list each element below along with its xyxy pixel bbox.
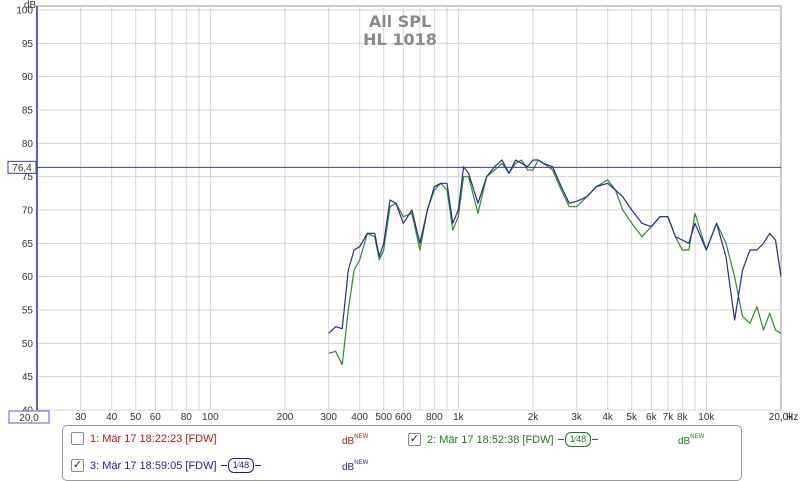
x-axis-unit-label: Hz (786, 412, 798, 423)
x-tick-label: 800 (426, 412, 443, 423)
legend-unit-3-sup: NEW (354, 460, 369, 466)
legend-checkbox-3[interactable]: ✓ (71, 459, 84, 472)
reference-value-label: 76,4 (12, 163, 32, 174)
vertical-gridlines (80, 6, 707, 410)
y-tick-label: 65 (22, 239, 34, 250)
x-tick-label: 600 (395, 412, 412, 423)
legend-checkbox-2[interactable]: ✓ (408, 433, 421, 446)
x-tick-label: 30 (75, 412, 87, 423)
plot-background (36, 5, 782, 411)
x-start-value: 20,0 (19, 413, 39, 424)
series-lines[interactable] (328, 159, 782, 366)
x-tick-label: 50 (130, 412, 142, 423)
x-start-box[interactable] (8, 410, 50, 424)
y-tick-label: 80 (22, 139, 34, 150)
reference-level-line[interactable]: 76,4 (7, 160, 781, 174)
legend-unit-3-text: dB (342, 462, 355, 473)
y-axis-tick-labels: 404550556065707580859095100 (16, 6, 33, 417)
y-tick-label: 75 (22, 172, 34, 183)
legend-entry-1[interactable]: 1: Mär 17 18:22:23 [FDW] (71, 432, 217, 445)
measurement-legend: 1: Mär 17 18:22:23 [FDW] dBNEW ✓ 2: Mär … (62, 425, 742, 481)
legend-unit-3[interactable]: dBNEW (342, 460, 368, 473)
smoothing-badge-3[interactable]: 1⁄48 (220, 458, 262, 473)
y-axis-unit-label: dB (24, 0, 37, 11)
check-icon: ✓ (72, 459, 83, 471)
legend-unit-2-text: dB (678, 436, 691, 447)
legend-label-2: 2: Mär 17 18:52:38 [FDW] (427, 433, 554, 446)
x-tick-label: 2k (528, 412, 540, 423)
legend-entry-2[interactable]: ✓ 2: Mär 17 18:52:38 [FDW] 1⁄48 (408, 432, 599, 447)
legend-unit-1-sup: NEW (354, 434, 369, 440)
y-tick-label: 70 (22, 206, 34, 217)
x-tick-label: 500 (375, 412, 392, 423)
x-tick-label: 80 (181, 412, 193, 423)
x-tick-label: 6k (646, 412, 658, 423)
x-tick-label: 40 (106, 412, 118, 423)
x-tick-label: 5k (626, 412, 638, 423)
legend-unit-2-sup: NEW (690, 434, 705, 440)
x-tick-label: 7k (663, 412, 675, 423)
x-tick-label: 8k (677, 412, 689, 423)
legend-unit-1[interactable]: dBNEW (342, 434, 368, 447)
y-tick-label: 55 (22, 306, 34, 317)
smoothing-value-3: 1⁄48 (227, 458, 255, 473)
y-tick-label: 85 (22, 106, 34, 117)
legend-unit-1-text: dB (342, 436, 355, 447)
chart-subtitle: HL 1018 (363, 30, 437, 49)
x-tick-label: 4k (602, 412, 614, 423)
x-tick-label: 60 (150, 412, 162, 423)
x-tick-label: 1k (453, 412, 465, 423)
smoothing-value-2: 1⁄48 (564, 432, 592, 447)
y-tick-label: 60 (22, 272, 34, 283)
x-axis-tick-labels: 30 40 50 60 80 100 200 300 400 500 600 800 1k 2k 3k 4k 5… (75, 412, 794, 423)
x-tick-label: 20,0k (769, 412, 794, 423)
x-tick-label: 100 (202, 412, 219, 423)
legend-label-1: 1: Mär 17 18:22:23 [FDW] (90, 432, 217, 445)
x-tick-label: 400 (351, 412, 368, 423)
y-tick-label: 45 (22, 372, 34, 383)
smoothing-badge-2[interactable]: 1⁄48 (557, 432, 599, 447)
x-tick-label: 200 (277, 412, 294, 423)
reference-value-box (7, 160, 37, 174)
y-tick-label: 95 (22, 39, 34, 50)
horizontal-gridlines (37, 9, 781, 411)
x-tick-label: 300 (320, 412, 337, 423)
legend-unit-2[interactable]: dBNEW (678, 434, 704, 447)
y-tick-label: 100 (16, 6, 33, 17)
y-tick-label: 50 (22, 339, 34, 350)
legend-label-3: 3: Mär 17 18:59:05 [FDW] (90, 459, 217, 472)
x-tick-label: 3k (571, 412, 583, 423)
legend-checkbox-1[interactable] (71, 432, 84, 445)
x-tick-label: 10k (698, 412, 715, 423)
y-tick-label: 90 (22, 72, 34, 83)
legend-entry-3[interactable]: ✓ 3: Mär 17 18:59:05 [FDW] 1⁄48 (71, 458, 262, 473)
chart-title: All SPL (369, 12, 431, 31)
series-line-2[interactable] (328, 159, 782, 334)
series-line-1[interactable] (328, 159, 782, 366)
check-icon: ✓ (409, 433, 420, 445)
